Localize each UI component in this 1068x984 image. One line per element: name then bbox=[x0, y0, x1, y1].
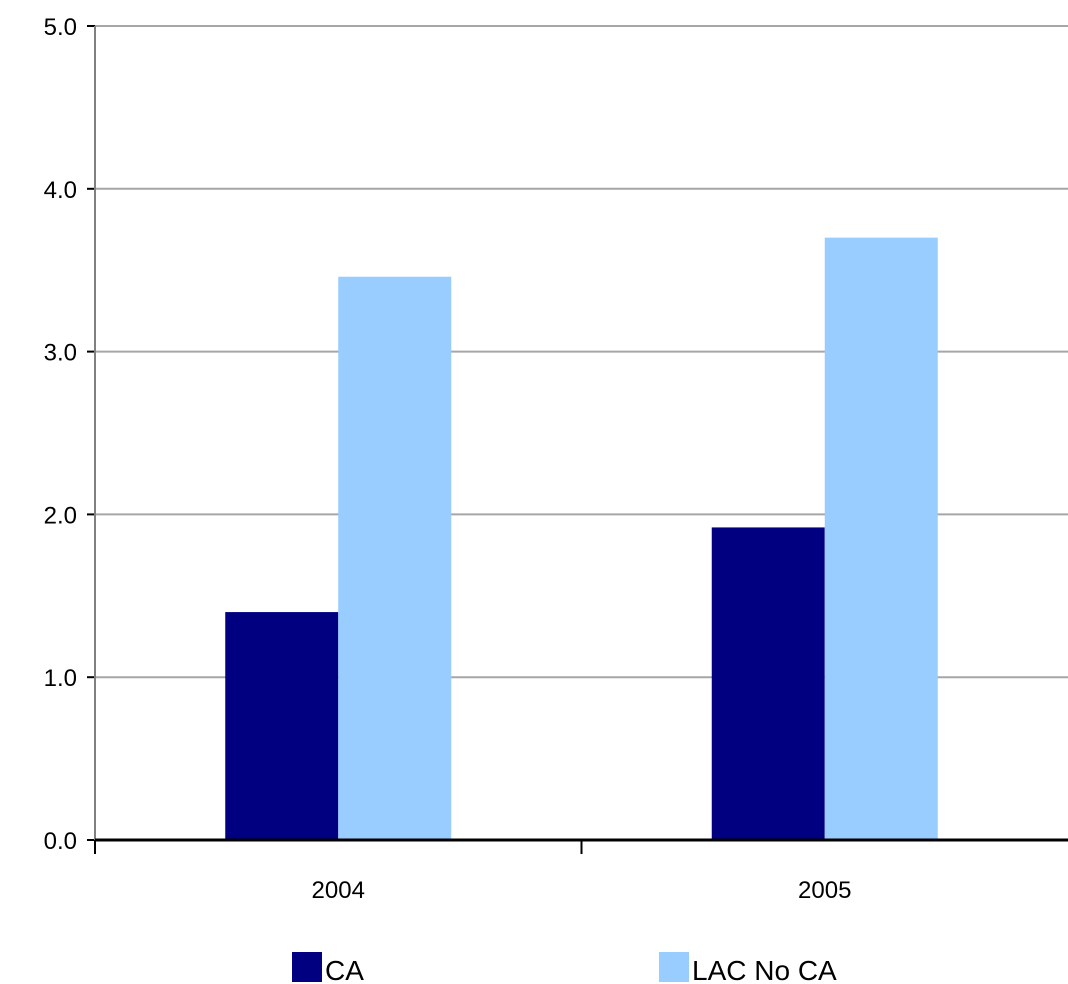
y-tick-label: 3.0 bbox=[44, 340, 77, 367]
legend: CA LAC No CA bbox=[292, 952, 837, 984]
x-tick-labels: 2004 2005 bbox=[312, 877, 852, 904]
bar bbox=[338, 276, 452, 840]
y-tick-label: 5.0 bbox=[44, 14, 77, 41]
y-tick-label: 2.0 bbox=[44, 502, 77, 529]
y-tick-labels: 0.0 1.0 2.0 3.0 4.0 5.0 bbox=[44, 14, 77, 855]
bar bbox=[711, 527, 825, 840]
legend-label: LAC No CA bbox=[692, 955, 837, 984]
legend-label: CA bbox=[325, 955, 364, 984]
x-tick-label: 2004 bbox=[312, 877, 365, 904]
x-tick-label: 2005 bbox=[798, 877, 851, 904]
y-tick-label: 1.0 bbox=[44, 665, 77, 692]
axes bbox=[87, 25, 1068, 854]
bar bbox=[824, 237, 938, 840]
bar bbox=[225, 612, 339, 840]
legend-swatch bbox=[292, 952, 322, 982]
y-tick-label: 0.0 bbox=[44, 828, 77, 855]
y-tick-label: 4.0 bbox=[44, 177, 77, 204]
legend-swatch bbox=[659, 952, 689, 982]
bars bbox=[225, 237, 938, 840]
